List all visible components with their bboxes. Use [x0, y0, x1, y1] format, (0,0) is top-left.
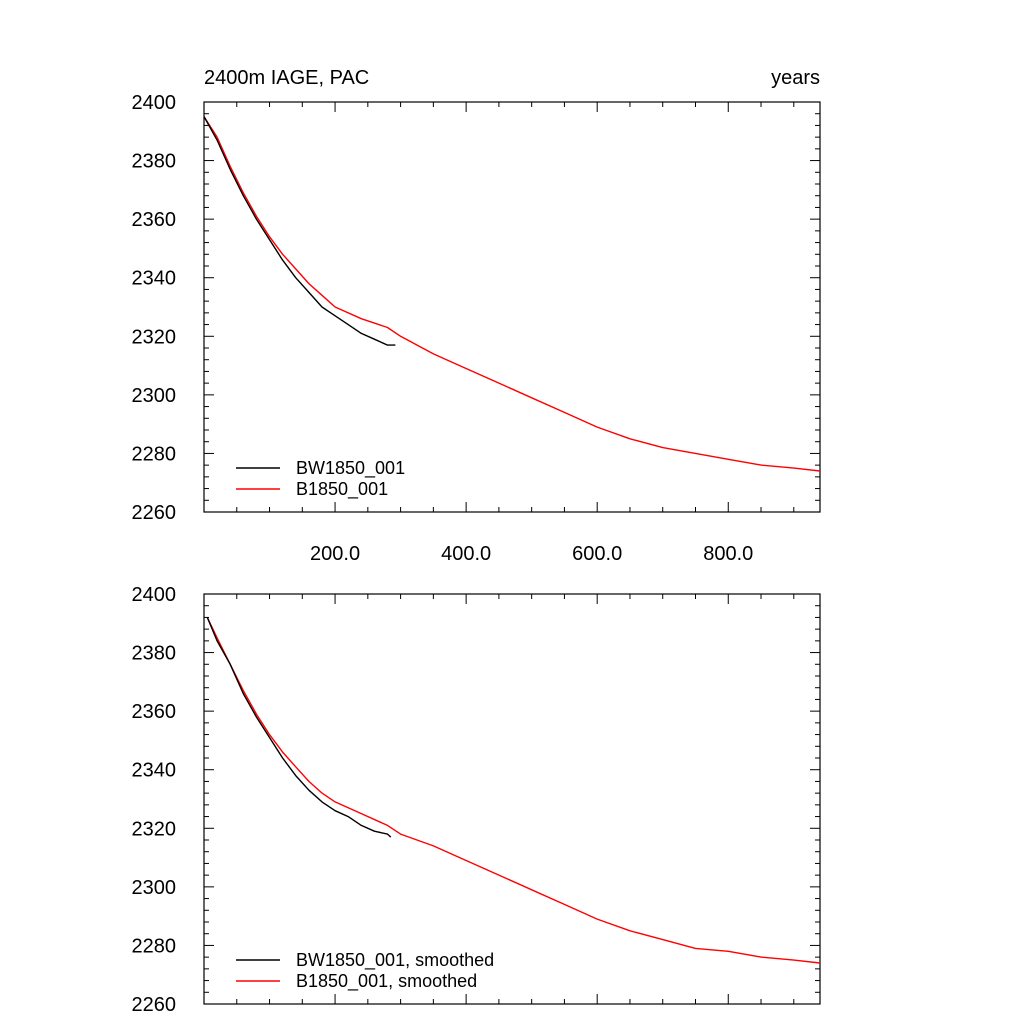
y-tick-label: 2340: [132, 760, 177, 782]
legend-label-0: BW1850_001: [296, 458, 405, 479]
top-panel: 2260 2280 2300 2320 2340 2360 2380 2400 200.0 400…: [132, 67, 821, 565]
plot-frame: [203, 101, 821, 513]
series-line-1: [204, 116, 820, 472]
y-tick-label: 2300: [132, 877, 177, 899]
y-tick-label: 2360: [132, 209, 177, 231]
y-tick-label: 2260: [132, 502, 177, 524]
legend-label-0: BW1850_001, smoothed: [296, 950, 494, 971]
y-tick-label: 2320: [132, 326, 177, 348]
y-tick-label: 2320: [132, 818, 177, 840]
y-tick-label: 2300: [132, 385, 177, 407]
x-tick-label: 200.0: [310, 543, 360, 565]
legend-label-1: B1850_001: [296, 479, 388, 500]
chart-title: 2400m IAGE, PAC: [204, 67, 369, 89]
y-tick-label: 2340: [132, 268, 177, 290]
series-line-1: [206, 617, 820, 964]
y-tick-label: 2260: [132, 994, 177, 1016]
y-tick-label: 2400: [132, 92, 177, 114]
y-tick-label: 2380: [132, 151, 177, 173]
series-line-0: [206, 617, 392, 838]
series-line-0: [204, 116, 396, 346]
legend-label-1: B1850_001, smoothed: [296, 971, 477, 992]
chart-subtitle-right: years: [771, 67, 820, 89]
y-tick-label: 2360: [132, 701, 177, 723]
x-tick-label: 400.0: [441, 543, 491, 565]
y-tick-label: 2380: [132, 643, 177, 665]
plot-frame: [203, 593, 821, 1005]
y-tick-label: 2400: [132, 584, 177, 606]
y-tick-label: 2280: [132, 935, 177, 957]
x-tick-label: 800.0: [703, 543, 753, 565]
y-tick-label: 2280: [132, 443, 177, 465]
bottom-panel: 2260 2280 2300 2320 2340 2360 2380 2400 BW1850_0…: [132, 584, 821, 1016]
x-tick-label: 600.0: [572, 543, 622, 565]
